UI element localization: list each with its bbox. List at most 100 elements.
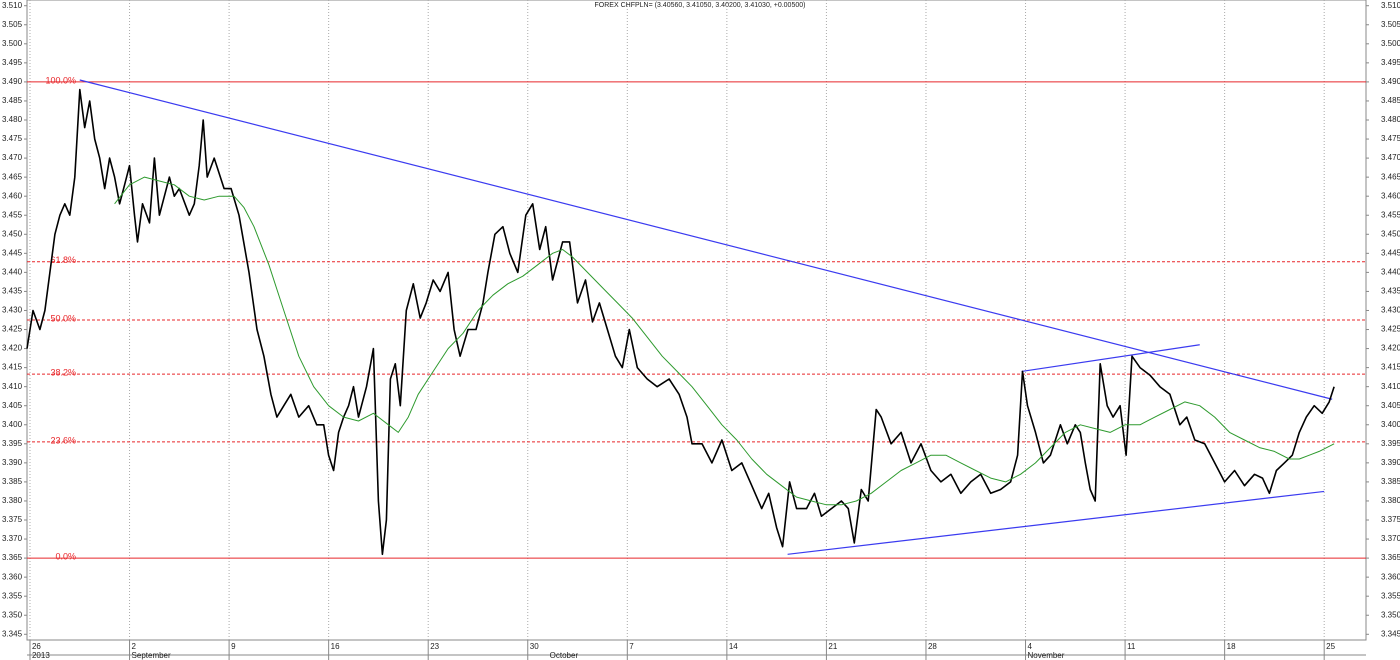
x-period-label: September [132,651,171,660]
y-tick-label-right: 3.510 [1381,1,1400,10]
y-tick-label-right: 3.470 [1381,153,1400,162]
y-tick-label-right: 3.365 [1381,553,1400,562]
x-tick-label: 28 [928,642,937,651]
y-tick-label-right: 3.485 [1381,96,1400,105]
y-tick-label-right: 3.490 [1381,77,1400,86]
fib-label: 61.8% [50,255,76,265]
x-tick-label: 7 [629,642,634,651]
y-tick-label: 3.350 [2,610,23,619]
x-tick-label: 4 [1028,642,1033,651]
x-tick-label: 23 [430,642,439,651]
y-tick-label-right: 3.360 [1381,572,1400,581]
x-tick-label: 25 [1326,642,1335,651]
y-tick-label: 3.370 [2,534,23,543]
y-tick-label: 3.485 [2,96,23,105]
price-line [114,176,1335,506]
y-tick-label: 3.410 [2,382,23,391]
y-tick-label-right: 3.505 [1381,20,1400,29]
y-tick-label-right: 3.475 [1381,134,1400,143]
y-tick-label-right: 3.450 [1381,229,1400,238]
y-tick-label: 3.465 [2,172,23,181]
y-tick-label: 3.500 [2,39,23,48]
x-period-label: 2013 [32,651,50,660]
fib-label: 50.0% [50,313,76,323]
y-tick-label-right: 3.500 [1381,39,1400,48]
y-tick-label-right: 3.345 [1381,629,1400,638]
x-tick-label: 14 [729,642,738,651]
x-tick-label: 30 [530,642,539,651]
y-tick-label-right: 3.480 [1381,115,1400,124]
y-tick-label-right: 3.425 [1381,325,1400,334]
y-tick-label: 3.460 [2,191,23,200]
x-tick-label: 21 [828,642,837,651]
fib-label: 23.6% [50,435,76,445]
x-period-label: October [550,651,579,660]
y-tick-label: 3.405 [2,401,23,410]
x-tick-label: 9 [231,642,236,651]
fib-label: 38.2% [50,367,76,377]
x-period-label: November [1028,651,1065,660]
y-tick-label-right: 3.420 [1381,344,1400,353]
y-tick-label: 3.475 [2,134,23,143]
y-tick-label-right: 3.355 [1381,591,1400,600]
y-tick-label: 3.420 [2,344,23,353]
y-tick-label-right: 3.495 [1381,58,1400,67]
y-tick-label: 3.375 [2,515,23,524]
y-tick-label-right: 3.410 [1381,382,1400,391]
y-tick-label-right: 3.445 [1381,248,1400,257]
y-tick-label-right: 3.400 [1381,420,1400,429]
y-tick-label: 3.380 [2,496,23,505]
y-tick-label: 3.505 [2,20,23,29]
y-tick-label-right: 3.390 [1381,458,1400,467]
x-tick-label: 2 [132,642,137,651]
y-tick-label: 3.415 [2,363,23,372]
y-tick-label: 3.495 [2,58,23,67]
y-tick-label: 3.425 [2,325,23,334]
y-tick-label-right: 3.380 [1381,496,1400,505]
y-tick-label: 3.440 [2,267,23,276]
y-tick-label: 3.385 [2,477,23,486]
y-tick-label-right: 3.375 [1381,515,1400,524]
y-tick-label: 3.360 [2,572,23,581]
y-tick-label: 3.395 [2,439,23,448]
y-tick-label-right: 3.405 [1381,401,1400,410]
trendline [79,79,1333,400]
y-tick-label: 3.490 [2,77,23,86]
y-tick-label-right: 3.430 [1381,306,1400,315]
y-tick-label-right: 3.350 [1381,610,1400,619]
y-tick-label-right: 3.395 [1381,439,1400,448]
y-tick-label: 3.400 [2,420,23,429]
y-tick-label: 3.445 [2,248,23,257]
y-tick-label: 3.470 [2,153,23,162]
y-tick-label-right: 3.455 [1381,210,1400,219]
y-tick-label: 3.435 [2,287,23,296]
y-tick-label-right: 3.370 [1381,534,1400,543]
fib-label: 100.0% [45,75,76,85]
y-tick-label-right: 3.385 [1381,477,1400,486]
y-tick-label-right: 3.460 [1381,191,1400,200]
x-tick-label: 16 [331,642,340,651]
y-tick-label: 3.510 [2,1,23,10]
trendline [787,490,1325,555]
y-tick-label: 3.480 [2,115,23,124]
chart-title: FOREX CHFPLN= (3.40560, 3.41050, 3.40200… [595,2,806,9]
y-tick-label: 3.390 [2,458,23,467]
fib-label: 0.0% [55,551,76,561]
y-tick-label: 3.355 [2,591,23,600]
x-tick-label: 26 [32,642,41,651]
y-tick-label: 3.430 [2,306,23,315]
x-tick-label: 11 [1127,642,1136,651]
y-tick-label-right: 3.465 [1381,172,1400,181]
x-tick-label: 18 [1227,642,1236,651]
y-tick-label-right: 3.435 [1381,287,1400,296]
y-tick-label-right: 3.440 [1381,267,1400,276]
price-line [26,88,1335,556]
y-tick-label: 3.450 [2,229,23,238]
trendline [1021,344,1200,373]
y-tick-label: 3.345 [2,629,23,638]
y-tick-label: 3.455 [2,210,23,219]
y-tick-label-right: 3.415 [1381,363,1400,372]
y-tick-label: 3.365 [2,553,23,562]
